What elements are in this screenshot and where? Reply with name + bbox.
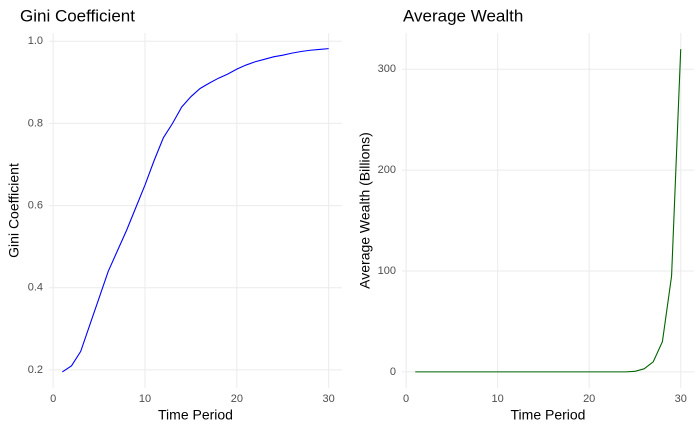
- x-tick-label: 30: [323, 393, 335, 405]
- y-tick-label: 0.2: [28, 364, 43, 376]
- y-tick-label: 0.8: [28, 117, 43, 129]
- y-tick-label: 200: [378, 164, 396, 176]
- y-axis-title: Gini Coefficient: [6, 163, 22, 258]
- data-line: [62, 48, 329, 373]
- x-tick-label: 20: [583, 393, 595, 405]
- x-tick-label: 10: [492, 393, 504, 405]
- x-axis-title: Time Period: [158, 407, 233, 423]
- y-tick-label: 100: [378, 265, 396, 277]
- y-tick-label: 0.6: [28, 199, 43, 211]
- chart-title: Gini Coefficient: [20, 6, 135, 25]
- x-tick-label: 30: [675, 393, 687, 405]
- x-tick-label: 0: [403, 393, 409, 405]
- y-tick-label: 1.0: [28, 35, 43, 47]
- x-axis-title: Time Period: [511, 407, 586, 423]
- y-axis-title: Average Wealth (Billions): [357, 132, 373, 289]
- y-tick-label: 0: [390, 366, 396, 378]
- x-tick-label: 20: [231, 393, 243, 405]
- y-tick-label: 0.4: [28, 282, 43, 294]
- chart-title: Average Wealth: [403, 6, 523, 25]
- x-tick-label: 10: [139, 393, 151, 405]
- y-tick-label: 300: [378, 63, 396, 75]
- x-tick-label: 0: [50, 393, 56, 405]
- data-line: [415, 49, 682, 373]
